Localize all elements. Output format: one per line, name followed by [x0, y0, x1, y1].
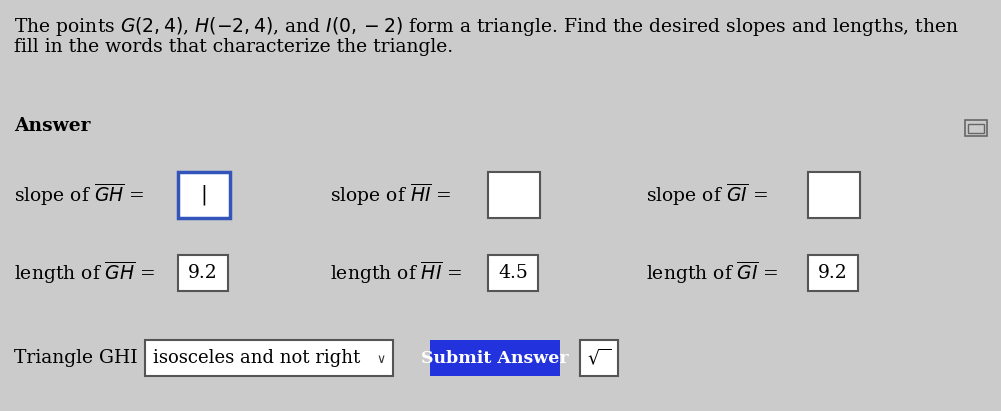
- FancyBboxPatch shape: [968, 124, 984, 133]
- FancyBboxPatch shape: [178, 255, 228, 291]
- Text: 4.5: 4.5: [498, 264, 528, 282]
- FancyBboxPatch shape: [808, 172, 860, 218]
- Text: 9.2: 9.2: [188, 264, 218, 282]
- Text: fill in the words that characterize the triangle.: fill in the words that characterize the …: [14, 38, 453, 56]
- Text: ∨: ∨: [376, 353, 385, 365]
- Text: slope of $\overline{GH}$ =: slope of $\overline{GH}$ =: [14, 182, 144, 208]
- FancyBboxPatch shape: [808, 255, 858, 291]
- Text: The points $G(2, 4)$, $H(-2, 4)$, and $I(0, -2)$ form a triangle. Find the desir: The points $G(2, 4)$, $H(-2, 4)$, and $I…: [14, 15, 959, 38]
- FancyBboxPatch shape: [178, 172, 230, 218]
- Text: Answer: Answer: [14, 117, 90, 135]
- Text: Submit Answer: Submit Answer: [421, 349, 569, 367]
- FancyBboxPatch shape: [145, 340, 393, 376]
- FancyBboxPatch shape: [965, 120, 987, 136]
- FancyBboxPatch shape: [430, 340, 560, 376]
- Text: slope of $\overline{GI}$ =: slope of $\overline{GI}$ =: [646, 182, 768, 208]
- Text: slope of $\overline{HI}$ =: slope of $\overline{HI}$ =: [330, 182, 451, 208]
- Text: $\sqrt{\ }$: $\sqrt{\ }$: [587, 348, 612, 368]
- Text: |: |: [200, 185, 207, 205]
- Text: length of $\overline{HI}$ =: length of $\overline{HI}$ =: [330, 260, 462, 286]
- FancyBboxPatch shape: [580, 340, 618, 376]
- Text: isosceles and not right: isosceles and not right: [153, 349, 360, 367]
- Text: 9.2: 9.2: [818, 264, 848, 282]
- FancyBboxPatch shape: [488, 172, 540, 218]
- FancyBboxPatch shape: [488, 255, 538, 291]
- Text: length of $\overline{GI}$ =: length of $\overline{GI}$ =: [646, 260, 779, 286]
- Text: Triangle GHI is: Triangle GHI is: [14, 349, 159, 367]
- Text: length of $\overline{GH}$ =: length of $\overline{GH}$ =: [14, 260, 155, 286]
